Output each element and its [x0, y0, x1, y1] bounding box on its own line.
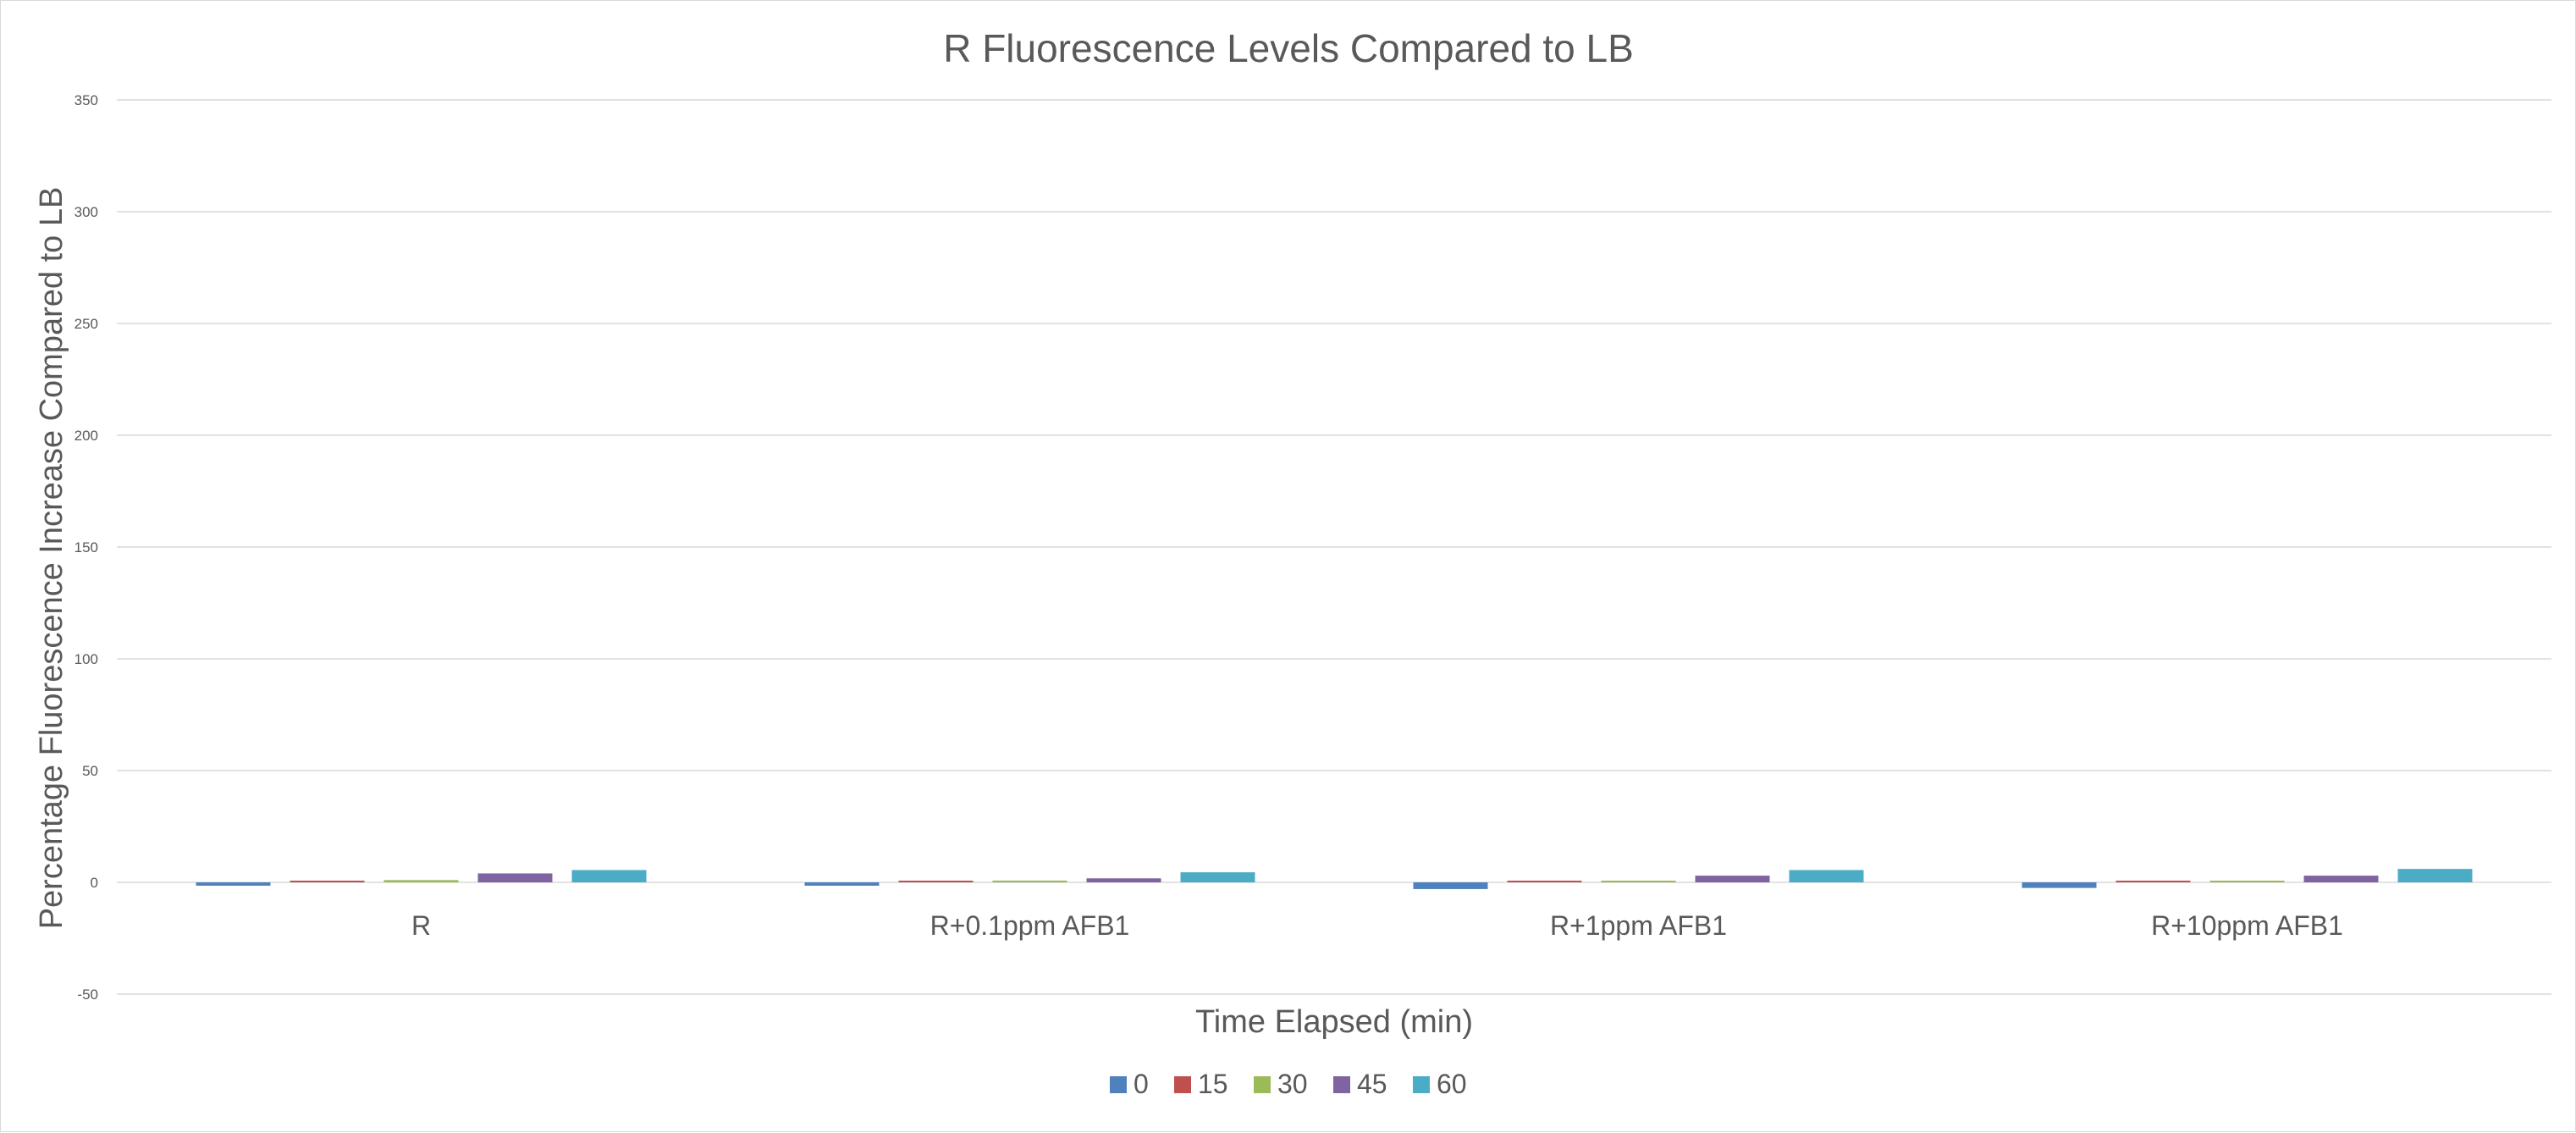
- bar: [1413, 882, 1488, 889]
- legend-swatch: [1413, 1076, 1430, 1093]
- y-tick-label: 300: [74, 204, 98, 220]
- bar: [2022, 882, 2097, 888]
- y-tick-label: 50: [82, 763, 98, 779]
- y-tick-label: 250: [74, 316, 98, 332]
- y-tick-label: -50: [77, 987, 98, 1003]
- y-tick-label: 100: [74, 651, 98, 667]
- legend-swatch: [1110, 1076, 1127, 1093]
- bar: [1086, 878, 1161, 882]
- bar: [1180, 872, 1255, 882]
- legend-label: 60: [1437, 1069, 1467, 1099]
- bar: [1789, 870, 1864, 882]
- legend-swatch: [1174, 1076, 1191, 1093]
- legend-label: 30: [1277, 1069, 1308, 1099]
- legend-swatch: [1333, 1076, 1350, 1093]
- bars: [196, 869, 2473, 889]
- x-tick-label: R+10ppm AFB1: [2151, 910, 2343, 941]
- y-tick-label: 0: [91, 875, 98, 891]
- y-tick-label: 150: [74, 539, 98, 555]
- y-axis-title: Percentage Fluorescence Increase Compare…: [34, 187, 69, 930]
- legend-label: 45: [1357, 1069, 1387, 1099]
- chart-title: R Fluorescence Levels Compared to LB: [943, 26, 1634, 70]
- legend: 0 15 30 45 60: [1110, 1069, 1467, 1099]
- bar: [196, 882, 271, 886]
- bar: [383, 880, 459, 882]
- bar: [477, 873, 553, 882]
- bar: [1695, 876, 1770, 882]
- legend-label: 0: [1134, 1069, 1149, 1099]
- y-tick-label: 350: [74, 92, 98, 108]
- x-tick-label: R+1ppm AFB1: [1550, 910, 1727, 941]
- bar: [992, 880, 1067, 882]
- bar: [2115, 881, 2191, 882]
- x-tick-label: R+0.1ppm AFB1: [930, 910, 1130, 941]
- bar: [1601, 881, 1676, 882]
- bar: [804, 882, 880, 886]
- legend-label: 15: [1198, 1069, 1228, 1099]
- bar: [2397, 869, 2473, 882]
- x-axis-ticks: R R+0.1ppm AFB1 R+1ppm AFB1 R+10ppm AFB1: [411, 910, 2343, 941]
- bar: [290, 881, 365, 882]
- bar: [571, 870, 647, 882]
- legend-swatch: [1254, 1076, 1271, 1093]
- y-tick-label: 200: [74, 428, 98, 444]
- bar: [1507, 881, 1582, 882]
- y-axis-ticks: -50 0 50 100 150 200 250 300 350: [74, 92, 98, 1003]
- x-tick-label: R: [411, 910, 431, 941]
- bar: [898, 881, 974, 882]
- bar: [2209, 881, 2285, 882]
- bar: [2303, 876, 2379, 882]
- x-axis-title: Time Elapsed (min): [1195, 1004, 1473, 1040]
- gridlines: [117, 99, 2551, 995]
